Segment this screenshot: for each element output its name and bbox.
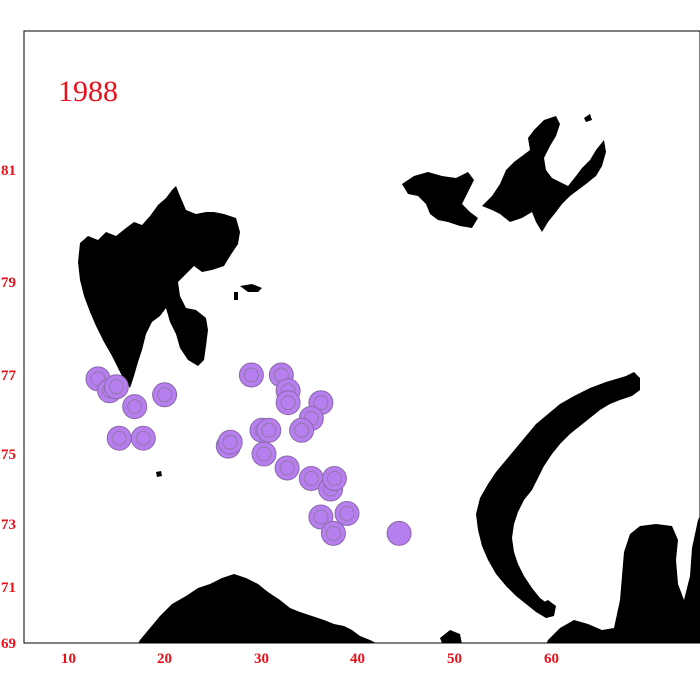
station-marker xyxy=(275,390,301,416)
lat-tick-label: 71 xyxy=(1,580,16,596)
station-marker-ring xyxy=(222,434,238,450)
kolguev-island xyxy=(540,600,556,618)
station-marker-ring xyxy=(294,422,310,438)
station-marker xyxy=(321,466,347,491)
station-marker-ring xyxy=(127,399,143,415)
station-marker-ring xyxy=(243,367,259,383)
latitude-axis: 81 79 77 75 73 71 69 xyxy=(1,163,17,652)
lon-tick-label: 10 xyxy=(61,651,76,667)
kanin-peninsula xyxy=(440,630,462,643)
station-marker xyxy=(274,455,300,481)
year-label: 1988 xyxy=(58,75,118,108)
scandinavia-kola-coast xyxy=(138,574,376,643)
station-marker-ring xyxy=(280,395,296,411)
station-marker xyxy=(289,417,315,443)
station-marker xyxy=(238,362,264,388)
station-marker-ring xyxy=(303,471,319,486)
station-marker xyxy=(130,425,156,451)
station-marker-ring xyxy=(135,430,151,446)
station-marker-ring xyxy=(111,430,127,446)
station-marker-ring xyxy=(313,395,329,411)
lat-tick-label: 73 xyxy=(1,517,16,533)
station-marker-ring xyxy=(108,379,124,395)
station-marker-ring xyxy=(339,506,355,521)
lon-tick-label: 30 xyxy=(254,651,269,667)
novaya-zemlya xyxy=(476,372,640,618)
station-marker-ring xyxy=(313,509,329,525)
lat-tick-label: 79 xyxy=(1,275,16,291)
lon-tick-label: 40 xyxy=(350,651,365,667)
svalbard-landmass xyxy=(78,186,240,388)
station-marker-ring xyxy=(325,525,341,541)
station-marker-ring xyxy=(256,446,272,462)
station-marker xyxy=(106,425,132,451)
station-marker xyxy=(152,382,178,408)
station-marker xyxy=(217,429,243,455)
station-marker xyxy=(334,501,360,526)
svalbard-east-islands xyxy=(234,284,262,300)
lat-tick-label: 69 xyxy=(1,636,16,652)
station-marker-ring xyxy=(261,422,277,438)
station-marker-ring xyxy=(279,460,295,476)
station-marker-ring xyxy=(157,387,173,403)
station-marker xyxy=(251,441,277,467)
longitude-axis: 10 20 30 40 50 60 xyxy=(61,651,559,667)
station-marker-ring xyxy=(326,471,342,486)
station-markers xyxy=(85,362,412,546)
station-marker-ring xyxy=(90,371,106,387)
station-marker xyxy=(320,520,346,546)
lon-tick-label: 50 xyxy=(447,651,462,667)
bear-island xyxy=(156,471,162,477)
station-marker xyxy=(103,374,129,400)
station-marker xyxy=(122,394,148,420)
station-marker xyxy=(256,417,282,443)
land-layer xyxy=(78,114,700,643)
lat-tick-label: 81 xyxy=(1,163,16,179)
lon-tick-label: 60 xyxy=(544,651,559,667)
lat-tick-label: 75 xyxy=(1,447,16,463)
lon-tick-label: 20 xyxy=(157,651,172,667)
russian-mainland-east xyxy=(546,516,700,643)
franz-josef-land xyxy=(402,114,606,232)
station-marker xyxy=(386,520,412,546)
lat-tick-label: 77 xyxy=(1,368,17,384)
